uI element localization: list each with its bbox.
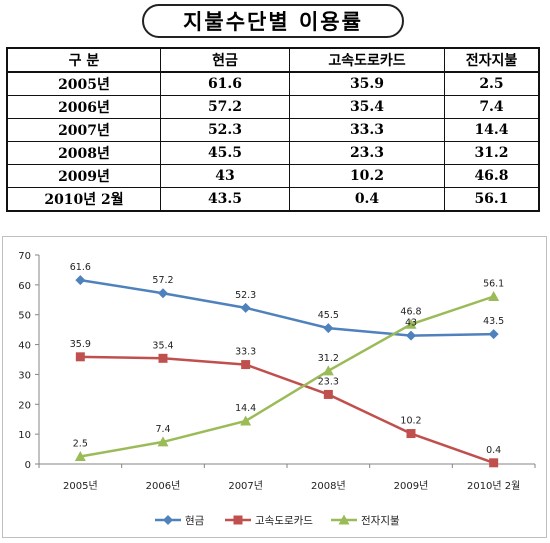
- table-row: 2006년 57.2 35.4 7.4: [6, 95, 540, 119]
- data-label: 14.4: [235, 403, 256, 414]
- data-point-marker: [406, 330, 416, 341]
- x-tick-label: 2009년: [394, 480, 429, 492]
- data-label: 57.2: [152, 275, 173, 286]
- data-label: 56.1: [483, 279, 504, 290]
- table-cell: 56.1: [444, 187, 540, 212]
- data-point-marker: [75, 275, 86, 286]
- chart-frame: 0 10 20 30 40 50 60 70 2005년 2006년 2007년 2008년 2009년…: [2, 236, 547, 538]
- data-label: 7.4: [155, 424, 170, 435]
- data-point-marker: [405, 318, 417, 329]
- series-line-2: [80, 355, 495, 464]
- legend-marker: [233, 515, 243, 525]
- legend-marker: [338, 514, 350, 525]
- data-label: 61.6: [70, 262, 91, 273]
- line-chart: 0 10 20 30 40 50 60 70 2005년 2006년 2007년 2008년 2009년…: [18, 251, 536, 527]
- data-label: 46.8: [400, 306, 421, 317]
- data-point-marker: [488, 329, 499, 340]
- table-cell: 0.4: [289, 187, 445, 212]
- table-cell: 7.4: [444, 95, 540, 119]
- data-label: 43: [405, 318, 417, 329]
- data-point-marker: [488, 291, 500, 302]
- table-row: 2005년 61.6 35.9 2.5: [6, 71, 540, 96]
- data-point-marker: [241, 360, 251, 370]
- data-label: 0.4: [486, 445, 501, 456]
- data-label: 43.5: [483, 316, 504, 327]
- data-label: 10.2: [400, 416, 421, 427]
- table-cell: 31.2: [444, 141, 540, 165]
- table-cell: 2007년: [6, 118, 161, 142]
- table-cell: 2010년 2월: [6, 187, 161, 212]
- legend-marker: [163, 515, 173, 525]
- data-point-marker: [157, 436, 169, 447]
- data-point-marker: [323, 389, 333, 399]
- data-point-marker: [240, 415, 252, 426]
- table-cell: 43: [160, 164, 290, 188]
- y-tick-label: 40: [18, 341, 31, 352]
- data-label: 35.4: [152, 340, 173, 351]
- legend-label: 고속도로카드: [255, 515, 313, 527]
- y-tick-label: 70: [18, 251, 31, 262]
- y-tick-label: 10: [18, 430, 31, 441]
- table-cell: 2.5: [444, 71, 540, 96]
- table-cell: 2006년: [6, 95, 161, 119]
- table-row: 2007년 52.3 33.3 14.4: [6, 118, 540, 142]
- table-header-cell: 고속도로카드: [289, 47, 445, 73]
- data-label: 2.5: [73, 439, 88, 450]
- table-cell: 2008년: [6, 141, 161, 165]
- data-label: 45.5: [318, 310, 339, 321]
- table-cell: 57.2: [160, 95, 290, 119]
- data-point-marker: [158, 288, 168, 299]
- x-tick-label: 2010년 2월: [467, 480, 520, 492]
- data-label: 23.3: [318, 376, 339, 387]
- x-tick-label: 2008년: [311, 480, 346, 492]
- data-point-marker: [322, 365, 334, 376]
- y-tick-label: 60: [18, 281, 31, 292]
- data-table: 구 분 현금 고속도로카드 전자지불 2005년 61.6 35.9 2.5 2…: [6, 47, 540, 212]
- data-label: 33.3: [235, 347, 256, 358]
- data-point-marker: [323, 323, 334, 334]
- y-tick-label: 0: [25, 460, 31, 471]
- table-cell: 52.3: [160, 118, 290, 142]
- x-tick-label: 2005년: [63, 480, 98, 492]
- table-cell: 45.5: [160, 141, 290, 165]
- data-point-marker: [489, 458, 499, 468]
- legend-label: 현금: [185, 515, 205, 527]
- y-tick-label: 20: [18, 400, 31, 411]
- legend-label: 전자지불: [361, 515, 400, 527]
- table-header-cell: 구 분: [6, 47, 161, 73]
- table-header-row: 구 분 현금 고속도로카드 전자지불: [6, 47, 540, 73]
- y-tick-label: 50: [18, 311, 31, 322]
- y-tick-label: 30: [18, 370, 31, 381]
- table-header-cell: 현금: [160, 47, 290, 73]
- table-cell: 10.2: [289, 164, 445, 188]
- data-point-marker: [158, 353, 168, 363]
- table-cell: 46.8: [444, 164, 540, 188]
- x-tick-label: 2007년: [228, 480, 263, 492]
- table-cell: 14.4: [444, 118, 540, 142]
- table-cell: 2005년: [6, 71, 161, 96]
- data-point-marker: [74, 451, 86, 462]
- series-line-1: [80, 278, 494, 337]
- table-row: 2008년 45.5 23.3 31.2: [6, 141, 540, 165]
- data-label: 35.9: [70, 339, 91, 350]
- x-tick-label: 2006년: [146, 480, 181, 492]
- data-label: 31.2: [318, 353, 339, 364]
- data-point-marker: [240, 302, 251, 313]
- series-line-3: [80, 295, 495, 458]
- table-cell: 35.4: [289, 95, 445, 119]
- table-cell: 35.9: [289, 71, 445, 96]
- data-point-marker: [406, 429, 416, 439]
- table-cell: 61.6: [160, 71, 290, 96]
- table-cell: 23.3: [289, 141, 445, 165]
- table-header-cell: 전자지불: [444, 47, 540, 73]
- data-label: 52.3: [235, 290, 256, 301]
- table-row: 2009년 43 10.2 46.8: [6, 164, 540, 188]
- page-title: 지불수단별 이용률: [142, 4, 404, 38]
- table-cell: 43.5: [160, 187, 290, 212]
- table-cell: 2009년: [6, 164, 161, 188]
- table-cell: 33.3: [289, 118, 445, 142]
- table-row: 2010년 2월 43.5 0.4 56.1: [6, 187, 540, 212]
- data-point-marker: [75, 352, 85, 362]
